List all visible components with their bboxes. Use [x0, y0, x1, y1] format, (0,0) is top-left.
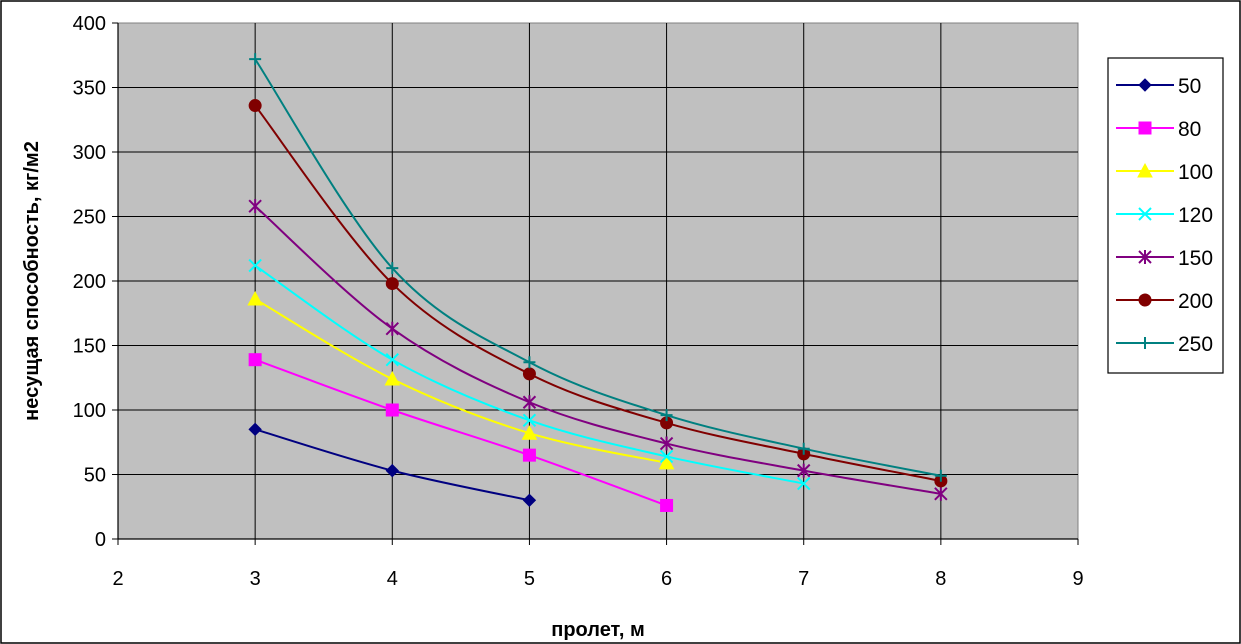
data-point-120 [659, 449, 674, 464]
series-200 [248, 99, 948, 488]
y-tick-label: 0 [95, 529, 106, 551]
data-point-100 [658, 454, 675, 470]
legend-label: 250 [1178, 333, 1213, 356]
data-point-250 [934, 469, 947, 482]
data-point-150 [522, 395, 537, 410]
legend-label: 50 [1178, 75, 1201, 98]
data-point-80 [660, 498, 674, 512]
series-line-80 [254, 358, 667, 507]
x-tick-label: 4 [387, 568, 398, 590]
legend-marker [1138, 250, 1152, 264]
data-point-250 [386, 262, 399, 275]
y-tick-label: 150 [73, 336, 106, 358]
y-tick-label: 300 [73, 142, 106, 164]
data-point-150 [385, 321, 399, 336]
x-tick-label: 7 [798, 568, 809, 590]
data-point-100 [521, 425, 538, 440]
y-axis-title: несущая способность, кг/м2 [21, 141, 43, 421]
data-point-80 [248, 353, 262, 367]
y-tick-label: 200 [73, 271, 106, 293]
legend-label: 120 [1178, 204, 1213, 227]
series-100 [247, 291, 675, 470]
legend-item-50: 50 [1116, 75, 1201, 98]
legend: 50 80 100 120 150 200 250 [1107, 57, 1224, 374]
data-point-100 [247, 291, 263, 306]
x-axis-title: пролет, м [551, 619, 645, 641]
x-tick-label: 8 [935, 568, 946, 590]
data-point-200 [522, 367, 536, 381]
data-point-250 [797, 442, 810, 455]
data-point-120 [797, 476, 811, 491]
legend-label: 150 [1178, 247, 1213, 270]
data-point-250 [523, 356, 536, 369]
legend-item-250: 250 [1116, 333, 1213, 356]
series-150 [248, 199, 948, 501]
data-point-200 [385, 277, 399, 291]
data-point-50 [385, 463, 399, 478]
x-tick-label: 9 [1072, 568, 1083, 590]
data-point-150 [659, 436, 674, 451]
x-tick-label: 6 [661, 568, 672, 590]
y-tick-label: 250 [73, 207, 106, 229]
series-80 [248, 353, 674, 512]
y-tick-label: 400 [73, 13, 106, 35]
data-point-120 [385, 352, 399, 367]
legend-item-200: 200 [1116, 290, 1213, 313]
series-120 [248, 258, 811, 491]
legend-label: 100 [1178, 161, 1213, 184]
x-tick-label: 2 [112, 568, 123, 590]
legend-marker [1138, 207, 1152, 221]
series-layer [247, 53, 948, 512]
data-point-50 [248, 422, 262, 437]
legend-label: 80 [1178, 118, 1201, 141]
legend-item-150: 150 [1116, 247, 1213, 270]
series-250 [249, 53, 947, 482]
data-point-100 [384, 370, 401, 386]
axes: 2 3 4 5 6 7 8 9 0 50 100 150 200 250 300 350 400 [73, 13, 1084, 590]
data-point-250 [249, 53, 262, 66]
y-tick-label: 350 [73, 78, 106, 100]
data-point-150 [248, 199, 262, 214]
legend-box [1107, 57, 1224, 374]
data-point-120 [522, 413, 537, 428]
legend-marker [1138, 293, 1152, 307]
legend-marker [1138, 78, 1152, 92]
legend-marker [1139, 337, 1151, 349]
series-line-150 [254, 205, 942, 495]
data-point-80 [522, 448, 536, 462]
data-point-120 [248, 258, 262, 273]
data-point-150 [934, 486, 948, 501]
legend-marker [1137, 162, 1153, 178]
y-tick-label: 50 [84, 465, 106, 487]
data-point-250 [660, 409, 673, 422]
legend-item-120: 120 [1116, 204, 1213, 227]
data-point-150 [797, 463, 811, 478]
data-point-50 [522, 493, 537, 508]
x-tick-label: 5 [524, 568, 535, 590]
legend-item-80: 80 [1116, 118, 1201, 141]
legend-marker [1138, 121, 1152, 135]
x-tick-label: 3 [250, 568, 261, 590]
series-line-100 [254, 298, 667, 464]
y-tick-label: 100 [73, 400, 106, 422]
series-50 [248, 422, 537, 508]
legend-item-100: 100 [1116, 161, 1213, 184]
data-point-80 [385, 403, 399, 417]
data-point-200 [248, 99, 262, 113]
legend-label: 200 [1178, 290, 1213, 313]
